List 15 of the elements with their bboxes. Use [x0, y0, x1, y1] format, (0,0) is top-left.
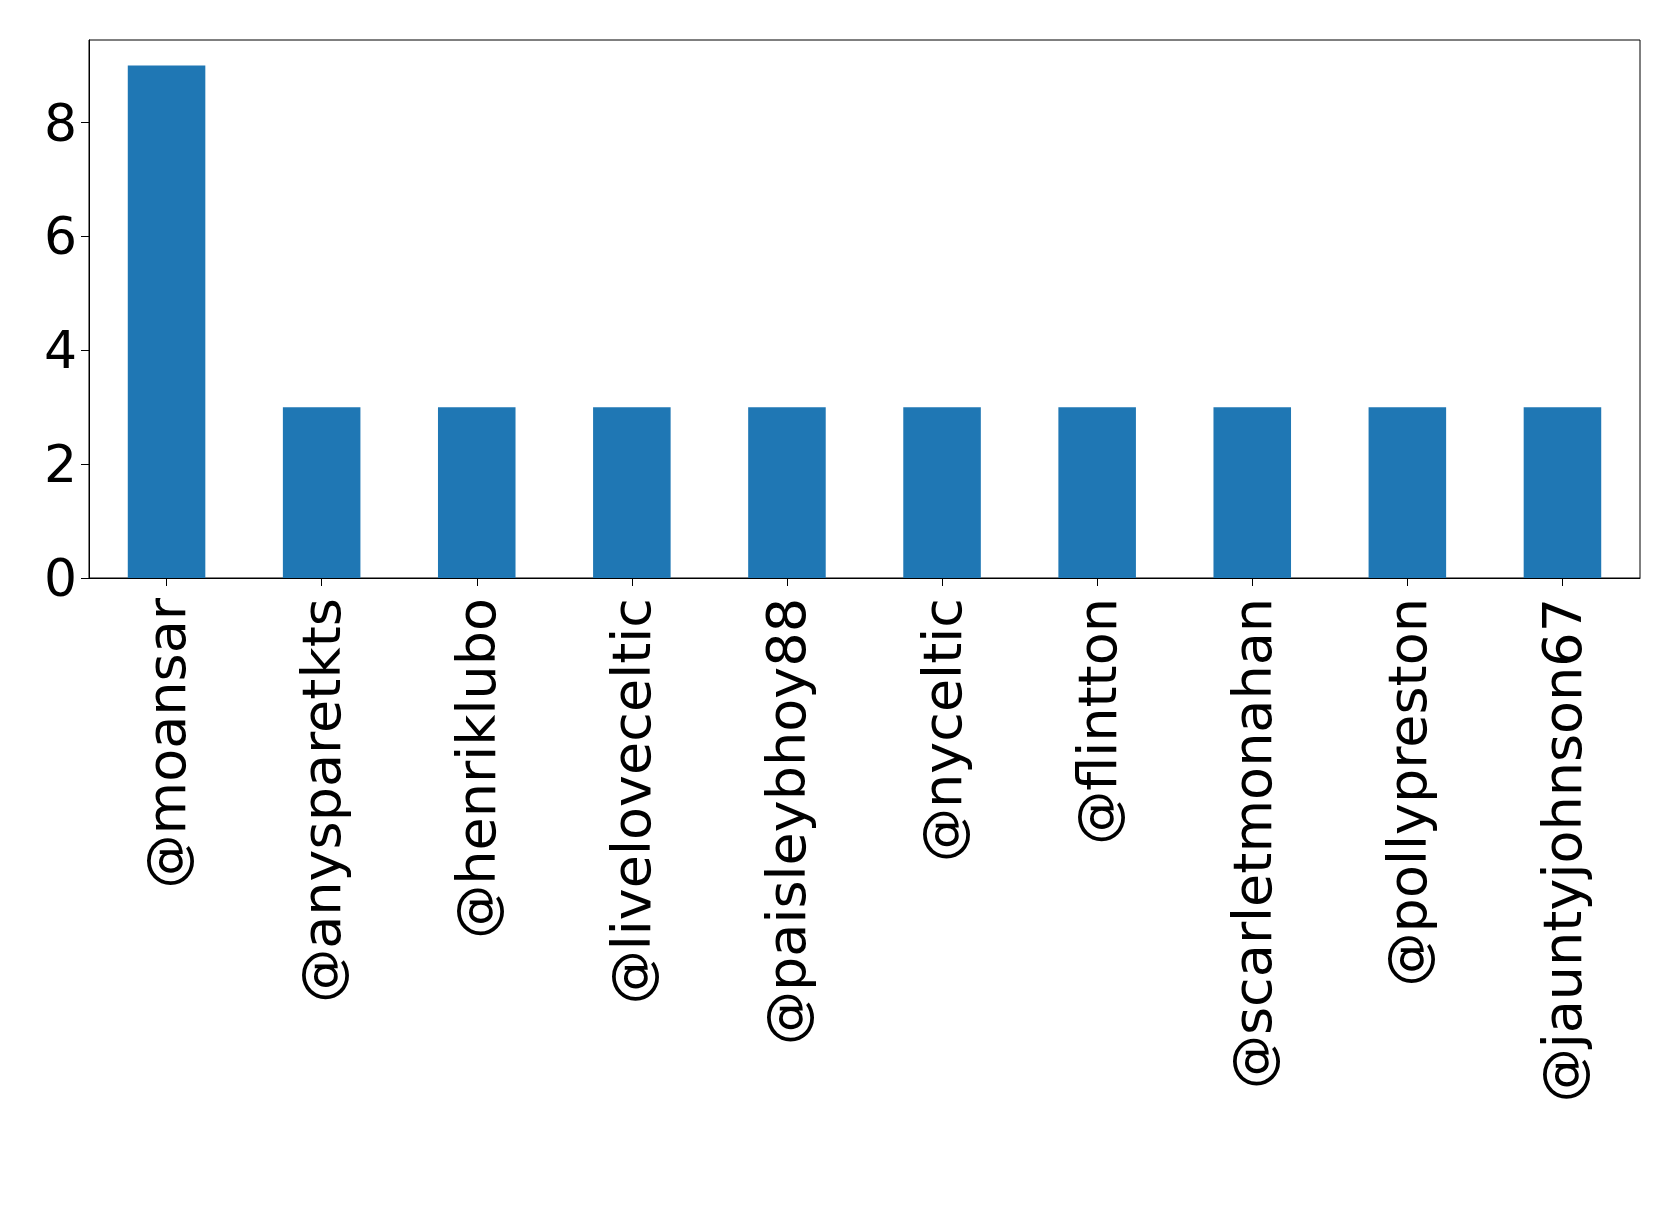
x-tick-label: @liveloveceltic [600, 598, 664, 1005]
x-tick-label: @scarletmonahan [1220, 598, 1284, 1090]
x-tick-label: @henriklubo [445, 598, 509, 939]
y-tick-label: 2 [43, 434, 77, 495]
x-tick-label: @anysparetkts [290, 598, 354, 1003]
x-tick-label: @moansar [135, 597, 199, 889]
y-tick-label: 8 [43, 92, 77, 153]
y-tick-label: 6 [43, 206, 77, 267]
x-tick-label: @pollypreston [1375, 598, 1439, 987]
y-tick-label: 4 [43, 320, 77, 381]
x-tick-label: @nyceltic [910, 598, 974, 862]
x-tick-label: @jauntyjohnson67 [1530, 598, 1594, 1103]
x-tick-label: @flintton [1065, 598, 1129, 845]
y-tick-label: 0 [43, 548, 77, 608]
x-tick-label: @paisleybhoy88 [755, 598, 819, 1045]
